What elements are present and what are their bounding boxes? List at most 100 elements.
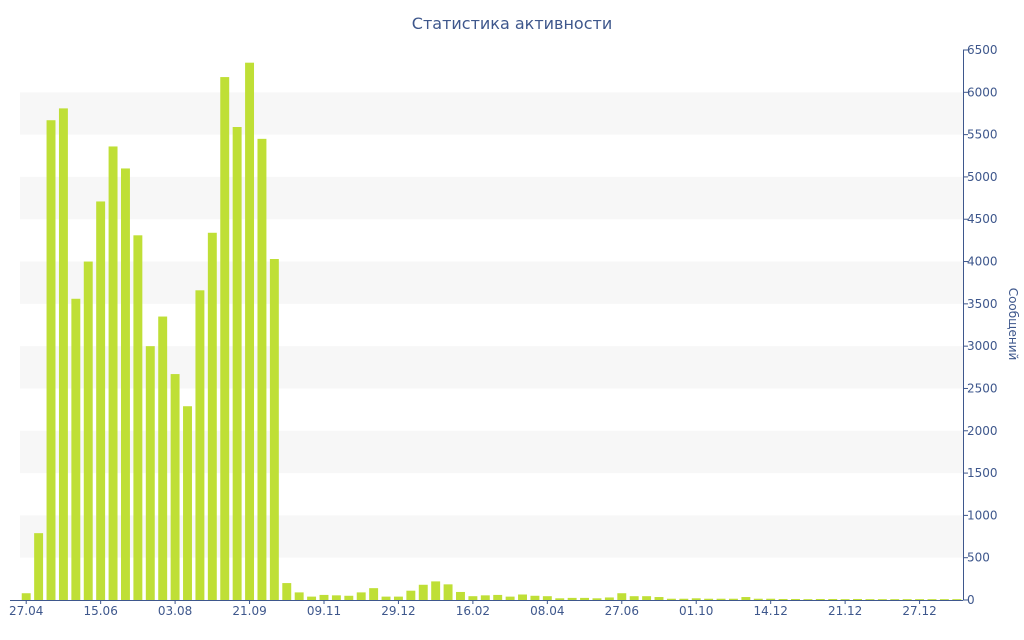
bar bbox=[629, 596, 639, 600]
y-tick-label: 3000 bbox=[967, 339, 998, 353]
bar bbox=[468, 596, 478, 600]
bar bbox=[642, 596, 652, 600]
bar bbox=[915, 599, 925, 600]
bar bbox=[207, 232, 217, 600]
bar bbox=[282, 583, 292, 600]
x-tick-label: 27.04 bbox=[9, 604, 43, 618]
x-tick-label: 15.06 bbox=[83, 604, 117, 618]
bar bbox=[307, 596, 317, 600]
bar bbox=[71, 298, 81, 600]
bar bbox=[493, 594, 503, 600]
bar bbox=[716, 598, 726, 600]
bar bbox=[170, 374, 180, 600]
y-tick-label: 6500 bbox=[967, 43, 998, 57]
y-tick-label: 6000 bbox=[967, 85, 998, 99]
bar bbox=[555, 598, 565, 600]
bar bbox=[269, 259, 279, 600]
x-tick-label: 21.12 bbox=[828, 604, 862, 618]
bar bbox=[331, 595, 341, 600]
bar bbox=[34, 533, 44, 600]
x-tick-label: 08.04 bbox=[530, 604, 564, 618]
bar bbox=[902, 599, 912, 600]
y-tick-label: 5000 bbox=[967, 170, 998, 184]
bar bbox=[890, 599, 900, 600]
y-tick-label: 3500 bbox=[967, 297, 998, 311]
bar bbox=[406, 590, 416, 600]
y-tick-label: 2000 bbox=[967, 424, 998, 438]
y-tick-label: 500 bbox=[967, 551, 990, 565]
bar bbox=[393, 596, 403, 600]
bar bbox=[220, 77, 230, 601]
x-tick-label: 27.12 bbox=[902, 604, 936, 618]
bar bbox=[356, 592, 366, 600]
bar bbox=[766, 598, 776, 600]
x-tick-label: 27.06 bbox=[605, 604, 639, 618]
bar bbox=[803, 599, 813, 600]
bar bbox=[865, 599, 875, 600]
bar bbox=[195, 290, 205, 600]
bar bbox=[728, 598, 738, 600]
x-tick-label: 01.10 bbox=[679, 604, 713, 618]
x-tick-label: 03.08 bbox=[158, 604, 192, 618]
bar bbox=[96, 201, 106, 600]
bar bbox=[592, 598, 602, 600]
bar bbox=[952, 599, 962, 600]
bar bbox=[654, 597, 664, 600]
x-tick-label: 16.02 bbox=[456, 604, 490, 618]
bar bbox=[518, 594, 527, 600]
grid-band bbox=[20, 92, 963, 135]
bar bbox=[183, 406, 192, 600]
bar bbox=[877, 599, 887, 600]
y-tick-label: 5500 bbox=[967, 128, 998, 142]
y-tick-label: 0 bbox=[967, 593, 975, 607]
bar bbox=[418, 584, 428, 600]
bar bbox=[133, 235, 143, 601]
y-tick-label: 2500 bbox=[967, 381, 998, 395]
bar bbox=[580, 597, 590, 600]
bar bbox=[344, 595, 354, 600]
x-tick-label: 29.12 bbox=[381, 604, 415, 618]
bar bbox=[927, 599, 937, 600]
bar bbox=[741, 597, 751, 600]
bar bbox=[443, 584, 453, 600]
bar bbox=[567, 597, 577, 600]
y-tick-label: 1000 bbox=[967, 508, 998, 522]
bar bbox=[753, 598, 763, 600]
bar bbox=[431, 581, 441, 600]
bar bbox=[505, 596, 515, 600]
bar bbox=[46, 120, 56, 600]
bar bbox=[666, 598, 676, 600]
bar bbox=[245, 62, 255, 600]
bar bbox=[456, 591, 465, 600]
bar bbox=[319, 594, 329, 600]
bar bbox=[232, 127, 242, 600]
bar bbox=[853, 598, 862, 600]
bar bbox=[257, 138, 267, 600]
bar bbox=[121, 168, 130, 600]
bar bbox=[58, 108, 68, 600]
x-tick-label: 21.09 bbox=[232, 604, 266, 618]
bar bbox=[828, 598, 838, 600]
bar bbox=[939, 599, 949, 600]
bar bbox=[604, 597, 614, 600]
bar bbox=[480, 595, 490, 600]
bar bbox=[21, 593, 31, 600]
bar bbox=[294, 592, 304, 600]
x-tick-label: 14.12 bbox=[753, 604, 787, 618]
y-axis-label: Сообщений bbox=[1006, 287, 1020, 361]
bar bbox=[791, 598, 800, 600]
bar bbox=[704, 598, 714, 600]
chart-title: Статистика активности bbox=[411, 14, 613, 33]
bar bbox=[679, 598, 689, 600]
grid-band bbox=[20, 176, 963, 220]
bar bbox=[617, 593, 627, 600]
bar bbox=[145, 346, 155, 600]
bar bbox=[108, 146, 118, 600]
bar bbox=[778, 598, 788, 600]
y-tick-label: 4000 bbox=[967, 255, 998, 269]
x-tick-label: 09.11 bbox=[307, 604, 341, 618]
y-tick-label: 4500 bbox=[967, 212, 998, 226]
bar bbox=[83, 261, 93, 600]
y-tick-label: 1500 bbox=[967, 466, 998, 480]
